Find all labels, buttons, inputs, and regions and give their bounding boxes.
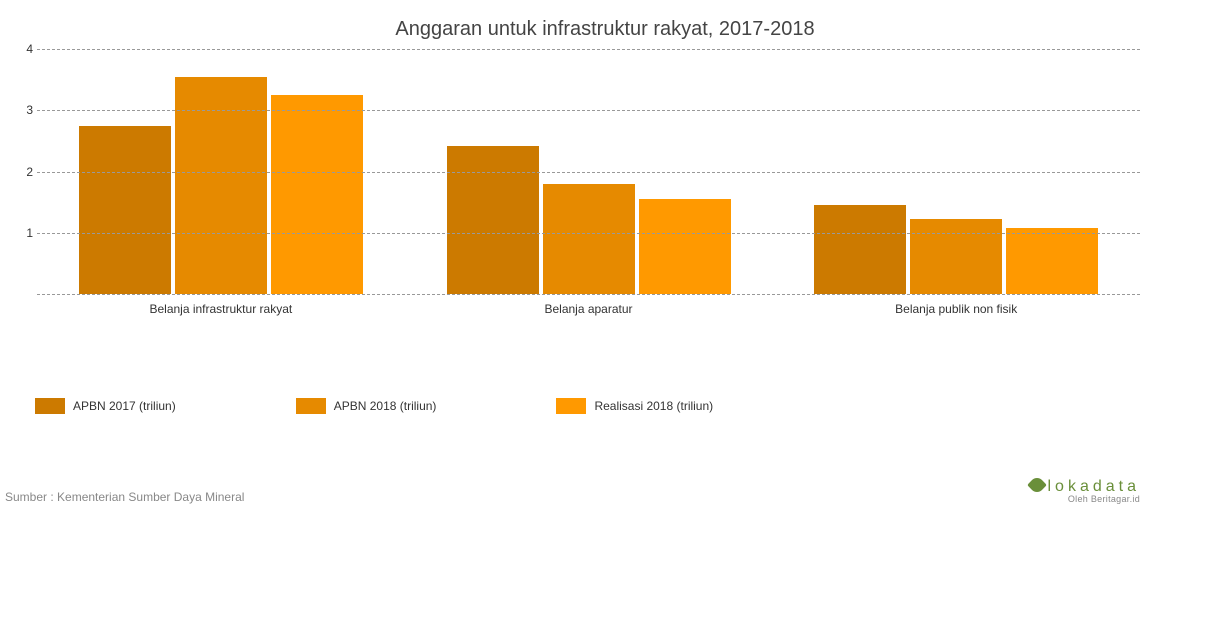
brand-logo: lokadata Oleh Beritagar.id (1030, 478, 1141, 504)
gridline (37, 233, 1140, 234)
y-tick-label: 1 (26, 226, 33, 240)
bar (79, 126, 171, 294)
gridline (37, 294, 1140, 295)
category-label: Belanja publik non fisik (772, 302, 1140, 316)
legend-item: APBN 2018 (triliun) (296, 398, 437, 414)
category-label: Belanja infrastruktur rakyat (37, 302, 405, 316)
gridline (37, 49, 1140, 50)
legend-item: APBN 2017 (triliun) (35, 398, 176, 414)
source-text: Sumber : Kementerian Sumber Daya Mineral (5, 490, 244, 504)
bar (543, 184, 635, 294)
bar (639, 199, 731, 294)
plot-area (37, 49, 1140, 294)
y-tick-label: 3 (26, 103, 33, 117)
y-axis: 1234 (15, 49, 37, 294)
bar (447, 146, 539, 294)
chart-title: Anggaran untuk infrastruktur rakyat, 201… (0, 0, 1210, 49)
legend-label: APBN 2018 (triliun) (334, 399, 437, 413)
legend-label: APBN 2017 (triliun) (73, 399, 176, 413)
category-label: Belanja aparatur (405, 302, 773, 316)
brand-name-text: lokadata (1048, 478, 1141, 495)
legend: APBN 2017 (triliun) APBN 2018 (triliun) Re… (35, 398, 1210, 414)
bar (1006, 228, 1098, 294)
category-labels: Belanja infrastruktur rakyatBelanja apar… (37, 302, 1140, 316)
legend-swatch (35, 398, 65, 414)
y-tick-label: 4 (26, 42, 33, 56)
gridline (37, 110, 1140, 111)
legend-swatch (296, 398, 326, 414)
leaf-icon (1027, 475, 1047, 495)
bar (814, 205, 906, 294)
legend-item: Realisasi 2018 (triliun) (556, 398, 713, 414)
bar (271, 95, 363, 294)
legend-swatch (556, 398, 586, 414)
bar (910, 219, 1002, 294)
y-tick-label: 2 (26, 165, 33, 179)
gridline (37, 172, 1140, 173)
legend-label: Realisasi 2018 (triliun) (594, 399, 713, 413)
bar (175, 77, 267, 294)
chart-area: 1234 (15, 49, 1140, 294)
